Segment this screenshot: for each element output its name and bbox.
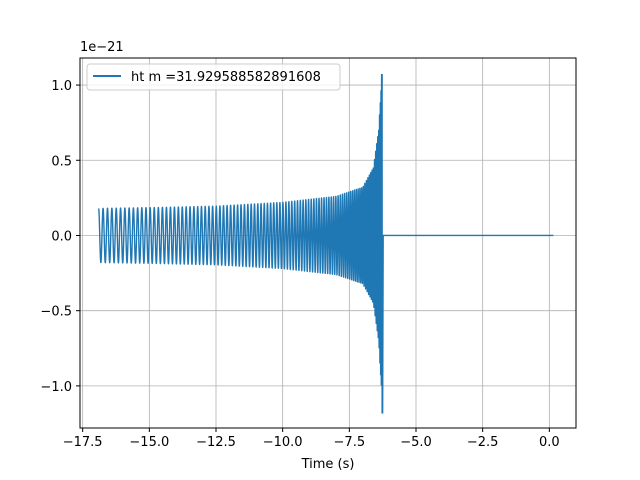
x-tick-label: −10.0 (263, 435, 303, 450)
axes-frame (79, 57, 577, 429)
x-tick-label: 0.0 (539, 435, 560, 450)
x-tick-label: −2.5 (467, 435, 499, 450)
y-tick-label: 0.0 (51, 229, 72, 244)
axes (79, 57, 577, 429)
y-ticks: −1.0 −0.5 0.0 0.5 1.0 (40, 79, 80, 395)
x-axis-label: Time (s) (301, 457, 355, 472)
y-tick-label: 0.5 (51, 154, 72, 169)
legend: ht m =31.929588582891608 (86, 63, 341, 91)
plot-area (98, 73, 554, 414)
y-tick-label: −1.0 (40, 380, 72, 395)
legend-frame (86, 63, 341, 91)
y-tick-label: −0.5 (40, 305, 72, 320)
y-offset-label: 1e−21 (80, 40, 124, 55)
x-tick-label: −15.0 (129, 435, 169, 450)
series-line (98, 73, 554, 414)
x-tick-label: −7.5 (334, 435, 366, 450)
legend-label: ht m =31.929588582891608 (131, 70, 321, 85)
x-tick-label: −5.0 (400, 435, 432, 450)
y-tick-label: 1.0 (51, 79, 72, 94)
x-tick-label: −17.5 (63, 435, 103, 450)
x-tick-label: −12.5 (196, 435, 236, 450)
x-ticks: −17.5 −15.0 −12.5 −10.0 −7.5 −5.0 −2.5 0.0 (63, 428, 560, 450)
